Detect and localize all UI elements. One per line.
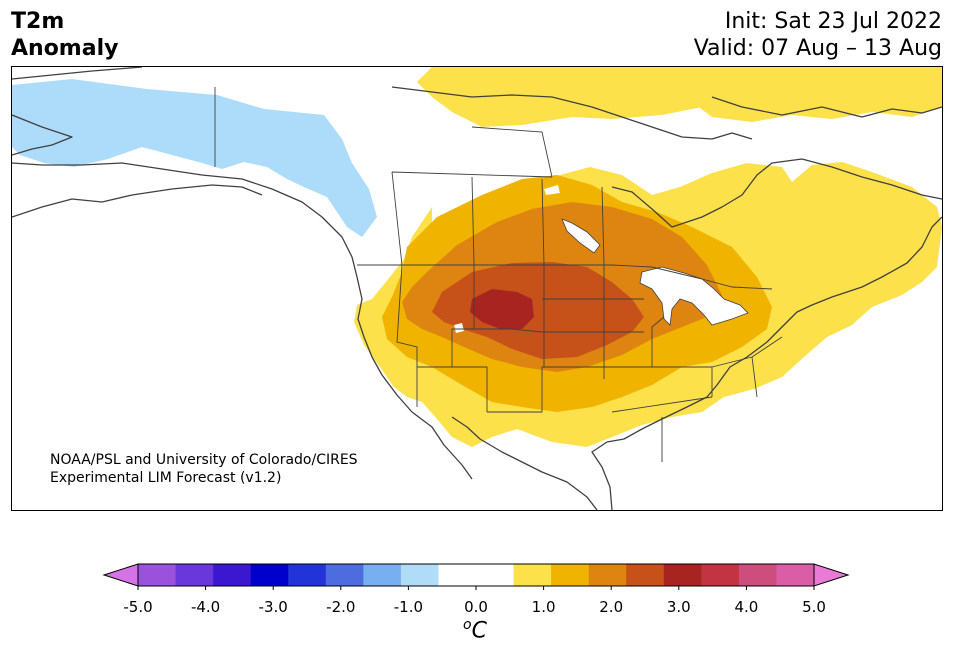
anomaly-map: NOAA/PSL and University of Colorado/CIRE…	[11, 66, 943, 511]
unit-letter: C	[471, 618, 487, 644]
warm-anomaly-region-4	[432, 262, 644, 359]
warm-anomaly-region-arctic	[417, 67, 722, 127]
colorbar-cells	[138, 564, 815, 586]
colorbar-cell	[325, 564, 364, 586]
colorbar-cell	[776, 564, 815, 586]
colorbar-extend-low	[102, 563, 139, 587]
colorbar-cell	[138, 564, 177, 586]
valid-range: Valid: 07 Aug – 13 Aug	[693, 36, 942, 61]
cool-anomaly-region	[12, 79, 377, 237]
colorbar-tick-label: 5.0	[802, 598, 826, 616]
colorbar-tick-label: 2.0	[599, 598, 624, 616]
colorbar-tick-label: -5.0	[123, 598, 153, 616]
colorbar-cell	[551, 564, 590, 586]
map-canvas	[12, 67, 942, 510]
great-lakes	[639, 266, 749, 326]
colorbar-cell	[400, 564, 439, 586]
credit-line-2: Experimental LIM Forecast (v1.2)	[50, 470, 282, 486]
coastlines	[12, 67, 942, 510]
warm-anomaly-region-greenland	[652, 67, 942, 122]
colorbar-tick-label: -4.0	[190, 598, 221, 616]
variable-subtitle: Anomaly	[11, 36, 119, 61]
chart-title: T2m Anomaly	[11, 8, 118, 62]
colorbar-tick-label: 0.0	[464, 598, 488, 616]
lake-winnipeg	[561, 218, 601, 254]
warm-anomaly-region-5	[470, 289, 534, 329]
colorbar-cell	[663, 564, 702, 586]
colorbar-cell	[513, 564, 552, 586]
colorbar-ticks	[137, 586, 815, 590]
colorbar	[102, 563, 850, 590]
colorbar-cell	[438, 564, 477, 586]
political-boundaries	[214, 87, 783, 462]
colorbar-unit: oC	[463, 617, 487, 643]
date-info: Init: Sat 23 Jul 2022 Valid: 07 Aug – 13…	[694, 8, 942, 62]
credit-text: NOAA/PSL and University of Colorado/CIRE…	[50, 451, 358, 487]
colorbar-cell	[738, 564, 777, 586]
great-salt-lake	[454, 323, 464, 333]
colorbar-cell	[250, 564, 289, 586]
colorbar-tick-label: -2.0	[326, 598, 356, 616]
colorbar-cell	[701, 564, 740, 586]
colorbar-cell	[213, 564, 252, 586]
colorbar-tick-label: -1.0	[393, 598, 424, 616]
degree-symbol: o	[463, 617, 472, 633]
variable-name: T2m	[11, 9, 65, 34]
colorbar-tick-label: -3.0	[258, 598, 288, 616]
init-date: Init: Sat 23 Jul 2022	[724, 9, 942, 34]
colorbar-cell	[175, 564, 214, 586]
colorbar-cell	[476, 564, 515, 586]
colorbar-tick-label: 4.0	[734, 598, 759, 616]
colorbar-tick-label: 1.0	[531, 598, 556, 616]
lake-athabasca	[544, 185, 560, 195]
colorbar-cell	[588, 564, 627, 586]
credit-line-1: NOAA/PSL and University of Colorado/CIRE…	[50, 452, 358, 468]
colorbar-cell	[626, 564, 665, 586]
colorbar-tick-label: 3.0	[666, 598, 691, 616]
colorbar-extend-high	[813, 563, 850, 587]
colorbar-cell	[363, 564, 402, 586]
colorbar-cell	[288, 564, 327, 586]
